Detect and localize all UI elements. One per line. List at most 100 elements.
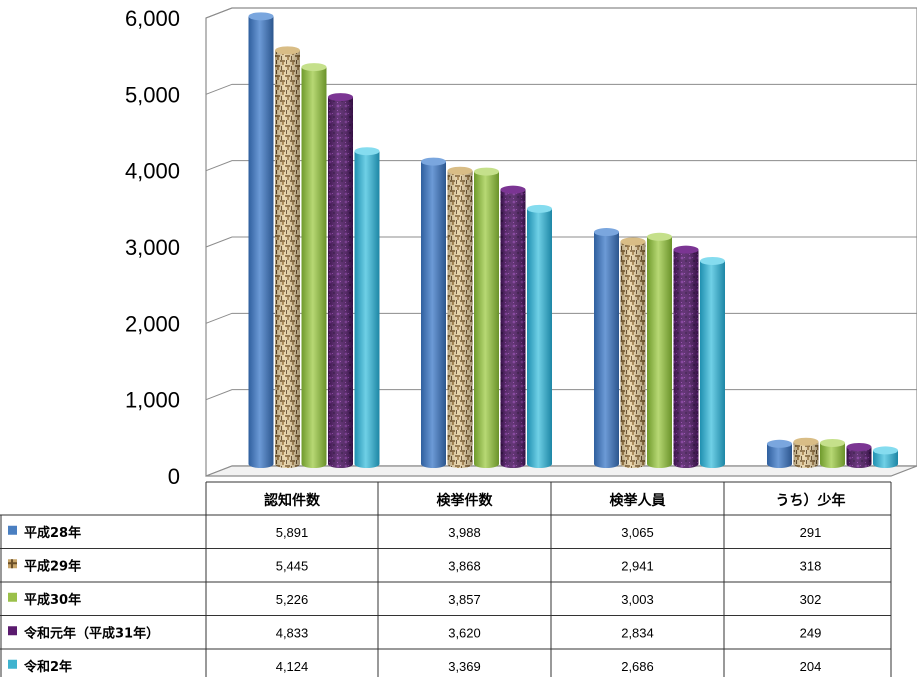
legend-swatch (8, 592, 17, 602)
bar-cap (820, 438, 845, 447)
table-cell: 2,834 (621, 625, 654, 640)
bar (793, 437, 819, 468)
series-label: 平成29年 (24, 558, 81, 574)
bar (421, 157, 446, 468)
table-cell: 302 (800, 592, 822, 607)
bar-cap (301, 63, 327, 72)
bar-cap (275, 46, 300, 55)
table-cell: 204 (800, 659, 822, 674)
table-cell: 2,941 (621, 558, 654, 573)
bar (248, 12, 274, 468)
bar (527, 204, 552, 468)
bar (594, 228, 619, 468)
bar-cap (328, 93, 353, 102)
series-label: 平成30年 (24, 592, 81, 608)
bar-shading (673, 249, 699, 468)
bars (248, 12, 898, 469)
bar-body (301, 67, 327, 468)
bar (873, 446, 898, 468)
bar (647, 232, 672, 468)
bar-body (700, 260, 725, 468)
y-axis-ticks: 0 1,000 2,000 3,000 4,000 5,000 6,000 (125, 6, 180, 489)
bar (846, 442, 872, 468)
table-cell: 3,065 (621, 525, 654, 540)
category-label: 認知件数 (264, 492, 321, 509)
category-label: うち）少年 (776, 492, 846, 509)
bar-shading (447, 170, 473, 468)
table-cell: 3,620 (448, 625, 481, 640)
bar (301, 63, 327, 468)
series-label: 令和2年 (24, 659, 72, 675)
legend-swatch (8, 525, 17, 535)
series-label: 令和元年（平成31年） (24, 625, 159, 641)
gridline (205, 236, 917, 248)
floor (205, 465, 917, 477)
bar-cap (354, 147, 380, 156)
bar (820, 438, 845, 468)
bar-shading (846, 446, 872, 468)
bar-cap (673, 245, 699, 254)
category-label: 検挙件数 (437, 492, 494, 509)
bar-body (354, 151, 380, 468)
bar-shading (500, 189, 526, 468)
bar-cap (447, 166, 473, 175)
y-tick-label: 6,000 (125, 6, 180, 31)
bar-cap (421, 157, 446, 166)
legend-swatch (8, 626, 17, 636)
table-cell: 3,868 (448, 558, 481, 573)
table-cell: 318 (800, 558, 822, 573)
table-cell: 4,124 (276, 659, 309, 674)
bar (474, 167, 499, 468)
bar-body (873, 450, 898, 468)
bar (700, 256, 725, 468)
table-cell: 5,891 (276, 525, 309, 540)
bar-cap (700, 256, 725, 265)
bar-cap (793, 437, 819, 446)
table-cell: 291 (800, 525, 822, 540)
plot-walls (205, 7, 917, 477)
bar-cap (647, 232, 672, 241)
y-tick-label: 5,000 (125, 82, 180, 107)
bar (447, 166, 473, 468)
bar-cap (500, 185, 526, 194)
gridline (205, 7, 917, 19)
series-label: 平成28年 (24, 525, 81, 541)
bar-cap (248, 12, 274, 21)
table-cell: 5,226 (276, 592, 309, 607)
bar-body (767, 443, 792, 468)
y-tick-label: 4,000 (125, 159, 180, 184)
table-cell: 4,833 (276, 625, 309, 640)
category-label: 検挙人員 (610, 492, 666, 509)
bar-body (421, 161, 446, 468)
bar-shading (793, 441, 819, 468)
y-tick-label: 0 (168, 464, 180, 489)
bar-cap (767, 439, 792, 448)
bar-body (527, 208, 552, 468)
table-cell: 3,003 (621, 592, 654, 607)
y-tick-label: 3,000 (125, 235, 180, 260)
bar-cap (527, 204, 552, 213)
table-cell: 5,445 (276, 558, 309, 573)
table-cell: 3,369 (448, 659, 481, 674)
bar (620, 237, 646, 468)
bar-cap (474, 167, 499, 176)
y-tick-label: 1,000 (125, 388, 180, 413)
bar-cap (620, 237, 646, 246)
bar-cap (873, 446, 898, 455)
bar-shading (275, 50, 300, 469)
bar-shading (328, 97, 353, 469)
bar-cap (594, 228, 619, 237)
bar-body (594, 232, 619, 468)
bar-body (248, 16, 274, 468)
table-cell: 2,686 (621, 659, 654, 674)
table-cell: 3,988 (448, 525, 481, 540)
gridline (205, 83, 917, 95)
bar (767, 439, 792, 468)
y-tick-label: 2,000 (125, 311, 180, 336)
bar (354, 147, 380, 468)
bar (275, 46, 300, 469)
bar (328, 93, 353, 469)
bar-body (820, 442, 845, 468)
